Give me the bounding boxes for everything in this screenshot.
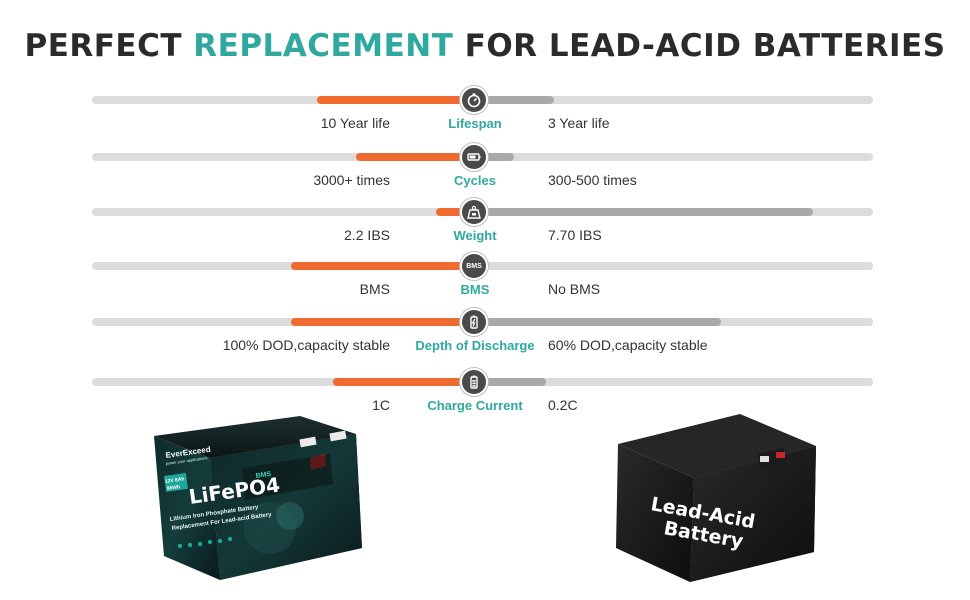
- lifepo4-value: 100% DOD,capacity stable: [222, 337, 390, 353]
- lifepo4-value: 10 Year life: [320, 115, 390, 131]
- stopwatch-icon: [460, 86, 488, 114]
- lifepo4-tagline: power your applications: [165, 455, 207, 466]
- lead-acid-bar: [474, 378, 546, 386]
- comparison-row: 100% DOD,capacity stable Depth of Dischar…: [0, 308, 970, 378]
- weight-icon: [460, 198, 488, 226]
- lifepo4-value: 1C: [372, 397, 390, 413]
- battery-charge-icon: [460, 368, 488, 396]
- lifepo4-energy-badge: 96Wh: [166, 484, 180, 492]
- battery-level-icon: [460, 308, 488, 336]
- comparison-row: 1C Charge Current 0.2C: [0, 368, 970, 438]
- bms-icon-label: BMS: [466, 262, 482, 270]
- comparison-row: BMS BMS BMS No BMS: [0, 252, 970, 322]
- lifepo4-bms-badge: BMS: [255, 471, 272, 480]
- lead-acid-bar: [474, 96, 554, 104]
- title-accent: REPLACEMENT: [193, 28, 454, 64]
- lifepo4-value: 2.2 IBS: [344, 227, 390, 243]
- lifepo4-value: 3000+ times: [313, 172, 390, 188]
- metric-label: Cycles: [454, 173, 496, 188]
- lifepo4-bar: [333, 378, 474, 386]
- lead-acid-battery-image: Lead-Acid Battery: [616, 414, 816, 582]
- metric-label: BMS: [460, 282, 490, 297]
- title-part2: FOR LEAD-ACID BATTERIES: [453, 28, 946, 64]
- lead-acid-value: 7.70 IBS: [548, 227, 602, 243]
- title-part1: PERFECT: [24, 28, 194, 64]
- battery-icon: [460, 143, 488, 171]
- lead-acid-bar: [474, 208, 813, 216]
- bms-icon: BMS: [460, 252, 488, 280]
- comparison-row: 3000+ times Cycles 300-500 times: [0, 143, 970, 213]
- metric-label: Depth of Discharge: [415, 338, 535, 353]
- lead-acid-value: 60% DOD,capacity stable: [548, 337, 708, 353]
- lifepo4-value: BMS: [359, 281, 390, 297]
- lifepo4-battery-image: EverExceed power your applications 12V 8…: [154, 416, 362, 580]
- metric-label: Weight: [453, 228, 497, 243]
- metric-label: Lifespan: [448, 116, 502, 131]
- lead-acid-value: 300-500 times: [548, 172, 637, 188]
- lifepo4-bar: [436, 208, 474, 216]
- lifepo4-bar: [317, 96, 474, 104]
- comparison-row: 2.2 IBS Weight 7.70 IBS: [0, 198, 970, 268]
- lifepo4-bar: [291, 318, 474, 326]
- lead-acid-bar: [474, 318, 721, 326]
- lifepo4-voltage-badge: 12V 8Ah: [164, 476, 184, 485]
- page-title: PERFECT REPLACEMENT FOR LEAD-ACID BATTER…: [0, 28, 970, 64]
- metric-label: Charge Current: [427, 398, 523, 413]
- lead-acid-value: 0.2C: [548, 397, 578, 413]
- lifepo4-bar: [291, 262, 474, 270]
- lifepo4-bar: [356, 153, 474, 161]
- lead-acid-value: 3 Year life: [548, 115, 610, 131]
- comparison-row: 10 Year life Lifespan 3 Year life: [0, 86, 970, 156]
- lead-acid-bar: [474, 153, 514, 161]
- lead-acid-value: No BMS: [548, 281, 601, 297]
